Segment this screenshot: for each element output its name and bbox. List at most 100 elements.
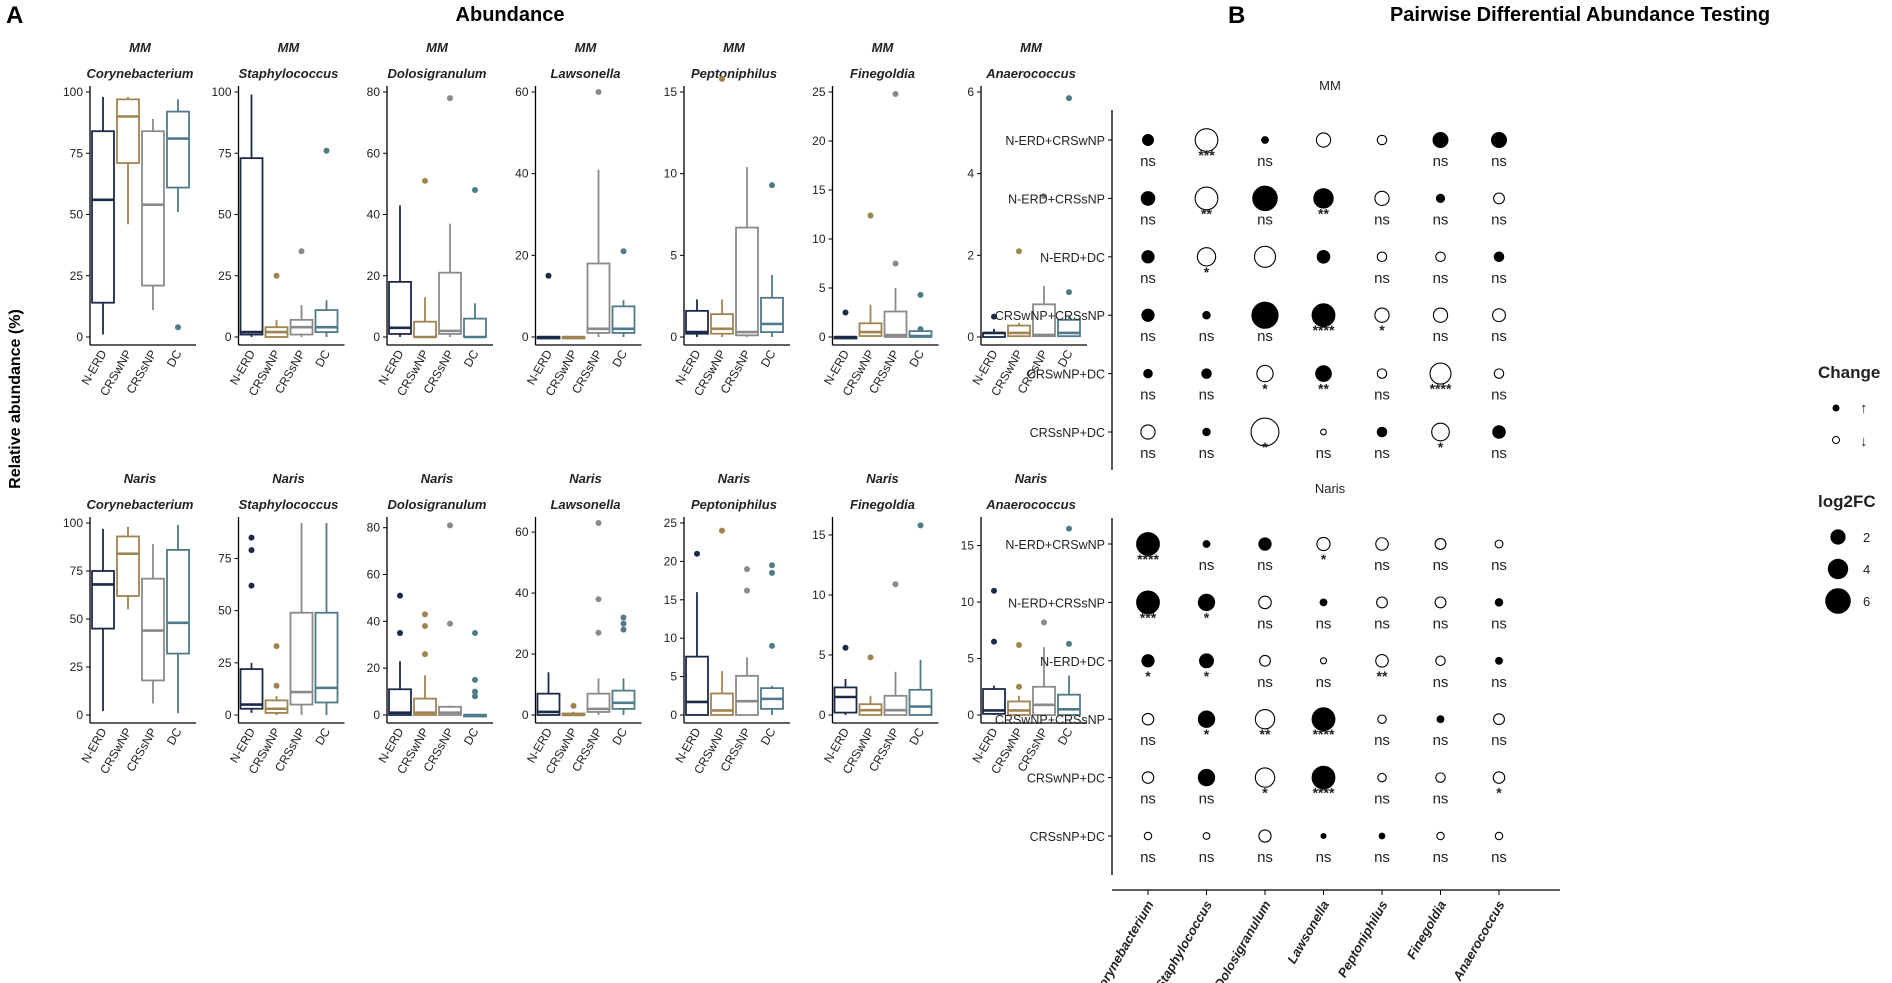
fold-change-bubble xyxy=(1377,714,1387,724)
fold-change-bubble xyxy=(1261,136,1269,144)
outlier-point xyxy=(694,550,700,557)
outlier-point xyxy=(472,676,478,683)
outlier-point xyxy=(769,569,775,576)
significance-label: ns xyxy=(1433,270,1449,287)
legend-change-title: Change xyxy=(1818,363,1880,382)
y-tick-label: 6 xyxy=(967,85,974,99)
box xyxy=(438,271,462,335)
box xyxy=(141,130,165,287)
significance-label: ns xyxy=(1433,674,1449,691)
box xyxy=(710,313,734,335)
y-tick-label: 75 xyxy=(70,146,84,160)
fold-change-bubble xyxy=(1374,190,1390,207)
fold-change-bubble xyxy=(1136,532,1160,556)
legend-down-label: ↓ xyxy=(1860,433,1868,450)
significance-label: ns xyxy=(1140,153,1156,170)
box xyxy=(710,692,734,716)
y-tick-label: 0 xyxy=(967,708,974,722)
comparison-label: CRSwNP+CRSsNP xyxy=(995,713,1105,727)
fold-change-bubble xyxy=(1494,598,1504,607)
panel-site-label: MM xyxy=(723,40,746,55)
fold-change-bubble xyxy=(1376,368,1388,379)
significance-label: ns xyxy=(1491,445,1507,462)
box xyxy=(760,296,784,333)
taxon-tick-label: Staphylococcus xyxy=(1152,898,1215,983)
box xyxy=(388,688,412,716)
outlier-point xyxy=(917,291,924,298)
fold-change-bubble xyxy=(1436,831,1445,841)
panel-site-label: MM xyxy=(426,40,449,55)
fold-change-bubble xyxy=(1494,539,1504,549)
y-tick-label: 5 xyxy=(967,652,974,666)
significance-label: ns xyxy=(1316,445,1332,462)
fold-change-bubble xyxy=(1493,713,1505,726)
y-tick-label: 60 xyxy=(367,146,381,160)
panel-taxon-label: Staphylococcus xyxy=(239,497,339,512)
panel-site-label: MM xyxy=(129,40,152,55)
significance-label: ns xyxy=(1316,615,1332,632)
significance-label: ns xyxy=(1374,732,1390,749)
outlier-point xyxy=(620,614,627,621)
y-tick-label: 75 xyxy=(70,564,84,578)
boxplot-panel-naris-staphylococcus: NarisStaphylococcus0255075N-ERDCRSwNPCRS… xyxy=(218,471,345,776)
y-tick-label: 0 xyxy=(670,330,677,344)
box xyxy=(611,305,636,334)
fold-change-bubble xyxy=(1493,368,1505,379)
box xyxy=(289,611,314,706)
panel-taxon-label: Dolosigranulum xyxy=(388,66,487,81)
box xyxy=(586,262,611,334)
panel-taxon-label: Corynebacterium xyxy=(87,497,194,512)
panel-site-label: Naris xyxy=(569,471,602,486)
box xyxy=(91,130,115,304)
significance-label: ns xyxy=(1199,445,1215,462)
fold-change-bubble xyxy=(1197,710,1216,728)
y-tick-label: 50 xyxy=(218,208,232,222)
fold-change-bubble xyxy=(1311,707,1336,732)
fold-change-bubble xyxy=(1376,426,1388,438)
outlier-point xyxy=(447,522,453,529)
y-tick-label: 40 xyxy=(367,614,381,628)
significance-label: ns xyxy=(1374,557,1390,574)
y-tick-label: 50 xyxy=(70,612,84,626)
box xyxy=(883,694,908,716)
fold-change-bubble xyxy=(1202,540,1211,548)
x-tick-label: DC xyxy=(312,347,333,369)
outlier-point xyxy=(323,147,330,154)
significance-label: ns xyxy=(1257,615,1273,632)
legend-up-marker xyxy=(1832,404,1840,412)
box xyxy=(1007,324,1031,338)
y-tick-label: 15 xyxy=(812,528,826,542)
significance-label: ns xyxy=(1491,211,1507,228)
fold-change-bubble xyxy=(1435,193,1446,203)
significance-label: ns xyxy=(1140,732,1156,749)
significance-label: ns xyxy=(1374,791,1390,808)
fold-change-bubble xyxy=(1374,307,1390,323)
significance-label: ns xyxy=(1433,153,1449,170)
fold-change-bubble xyxy=(1197,768,1216,787)
boxplot-panel-mm-corynebacterium: MMCorynebacterium0255075100N-ERDCRSwNPCR… xyxy=(63,40,196,398)
box xyxy=(536,692,561,716)
y-tick-label: 60 xyxy=(515,85,529,99)
legend-size-label: 2 xyxy=(1863,530,1870,545)
significance-label: ns xyxy=(1491,615,1507,632)
legend-up-label: ↑ xyxy=(1860,400,1868,417)
fold-change-bubble xyxy=(1435,655,1446,667)
outlier-point xyxy=(1066,640,1072,647)
significance-label: ns xyxy=(1374,849,1390,866)
fold-change-bubble xyxy=(1202,427,1211,437)
bubble-site-label: Naris xyxy=(1315,481,1346,496)
fold-change-bubble xyxy=(1194,186,1219,211)
box xyxy=(908,688,933,716)
significance-label: ns xyxy=(1433,557,1449,574)
significance-label: * xyxy=(1204,668,1210,684)
panel-taxon-label: Lawsonella xyxy=(550,66,620,81)
outlier-point xyxy=(273,643,280,650)
comparison-label: N-ERD+CRSsNP xyxy=(1008,192,1105,206)
fold-change-bubble xyxy=(1141,250,1155,264)
outlier-point xyxy=(422,651,428,658)
x-tick-label: DC xyxy=(609,347,630,369)
outlier-point xyxy=(892,90,899,97)
